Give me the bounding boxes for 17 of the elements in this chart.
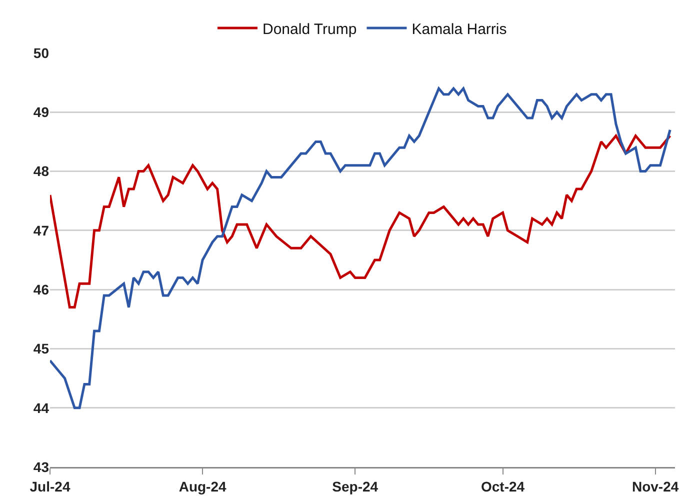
x-tick-label: Oct-24: [480, 478, 525, 494]
y-tick-label: 50: [33, 44, 50, 61]
y-tick-label: 44: [33, 400, 50, 416]
y-tick-label: 48: [33, 163, 50, 180]
x-tick-label: Nov-24: [632, 478, 679, 494]
x-tick-label: Jul-24: [30, 478, 70, 494]
legend-label: Kamala Harris: [412, 20, 507, 38]
y-tick-label: 49: [33, 104, 50, 120]
x-tick-label: Sep-24: [332, 478, 378, 494]
legend-label: Donald Trump: [262, 20, 357, 38]
y-tick-label: 45: [33, 340, 50, 357]
line-series: [50, 134, 672, 309]
y-tick-label: 43: [33, 458, 50, 475]
y-tick-label: 46: [33, 281, 50, 298]
y-tick-label: 47: [33, 222, 50, 238]
line-series: [50, 87, 672, 410]
x-tick-label: Aug-24: [178, 478, 226, 494]
